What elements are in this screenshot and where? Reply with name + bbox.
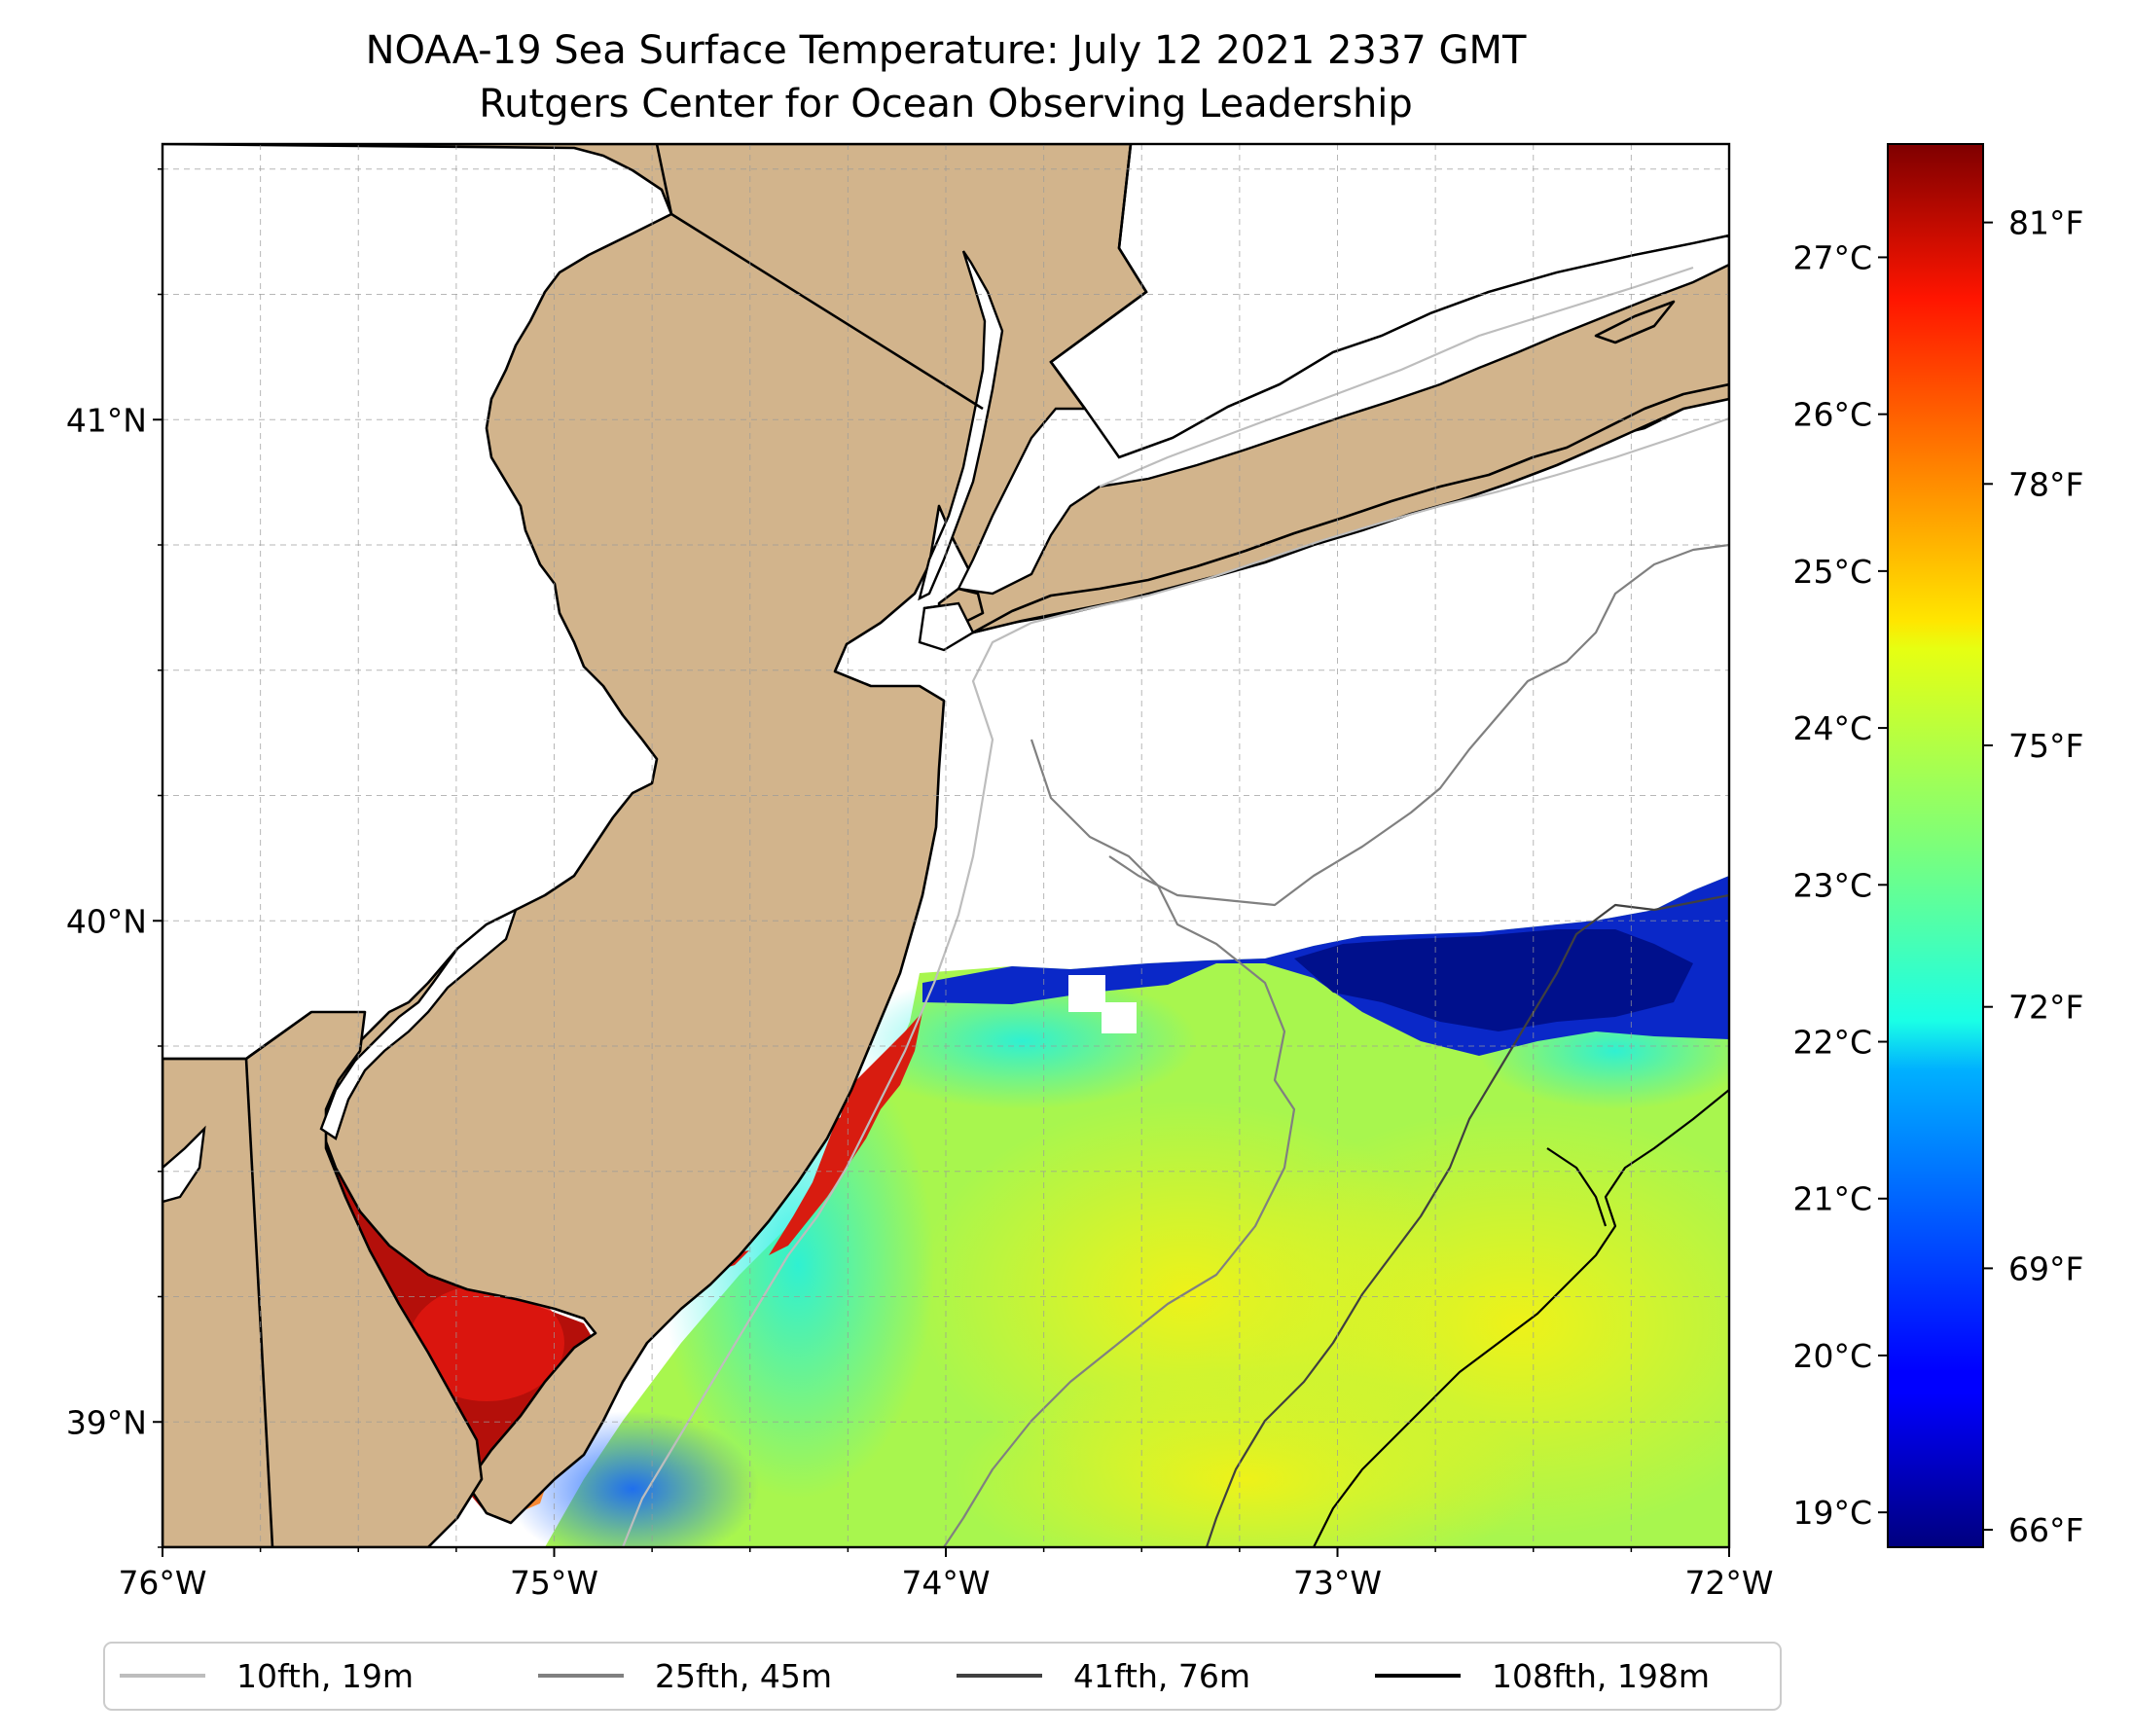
lat-tick-label: 39°N xyxy=(66,1403,147,1441)
celsius-tick-label: 21°C xyxy=(1792,1180,1872,1218)
legend-label: 25fth, 45m xyxy=(655,1657,832,1695)
contour-25fth-east xyxy=(1108,543,1729,907)
legend-label: 108fth, 198m xyxy=(1492,1657,1710,1695)
hudson-river xyxy=(918,250,1004,601)
fahrenheit-tick-label: 81°F xyxy=(2008,204,2083,242)
state-boundaries xyxy=(163,144,1148,1547)
sst-very-cold-core xyxy=(1294,929,1693,1031)
land-delaware-maryland xyxy=(163,1010,484,1547)
land-north-fork xyxy=(1594,300,1676,344)
celsius-tick-label: 19°C xyxy=(1792,1494,1872,1532)
contour-25fth xyxy=(943,739,1296,1547)
legend-items: 10fth, 19m 25fth, 45m 41fth, 76m 108fth, 19… xyxy=(120,1657,1710,1695)
celsius-tick-label: 22°C xyxy=(1792,1024,1872,1062)
colorbar-ticks: 66°F 69°F 72°F 75°F 78°F 81°F 19°C 20°C 21°C 22°C… xyxy=(1792,204,2083,1549)
colorbar-gradient xyxy=(1887,143,1984,1548)
land-long-island xyxy=(971,382,1729,634)
contour-108fth xyxy=(1313,1089,1729,1547)
boundary-de-md xyxy=(244,1058,274,1547)
contour-41fth xyxy=(1205,893,1729,1547)
delaware-river xyxy=(319,907,519,1140)
contour-legend: 10fth, 19m 25fth, 45m 41fth, 76m 108fth, 19… xyxy=(103,1642,1782,1711)
colorbar: 66°F 69°F 72°F 75°F 78°F 81°F 19°C 20°C 21°C 22°C… xyxy=(1792,143,2083,1549)
cloud-gap-2 xyxy=(1102,1002,1137,1033)
lon-tick-label: 73°W xyxy=(1293,1564,1382,1602)
celsius-tick-label: 27°C xyxy=(1792,238,1872,276)
lat-tick-label: 40°N xyxy=(66,902,147,940)
fahrenheit-tick-label: 66°F xyxy=(2008,1511,2083,1549)
contour-108fth-canyon xyxy=(1546,1147,1608,1227)
lon-tick-label: 76°W xyxy=(118,1564,206,1602)
chesapeake-fragments xyxy=(163,1125,206,1204)
map-axes: 76°W 75°W 74°W 73°W 72°W 39°N 40°N 41°N xyxy=(66,168,1774,1602)
contour-10fth xyxy=(621,416,1729,1547)
boundary-ny-pa xyxy=(655,144,673,215)
fahrenheit-tick-label: 69°F xyxy=(2008,1249,2083,1287)
delaware-bay-hot-core xyxy=(409,1284,564,1401)
boundary-ny-ct xyxy=(1049,144,1148,410)
chart-title-line2: Rutgers Center for Ocean Observing Leade… xyxy=(479,82,1413,127)
sst-warm-patch-south xyxy=(954,1372,1537,1547)
legend-box xyxy=(103,1642,1782,1711)
celsius-tick-label: 24°C xyxy=(1792,709,1872,747)
cloud-gap-1 xyxy=(1068,975,1105,1012)
boundary-nj-ny xyxy=(670,212,984,411)
lon-tick-label: 72°W xyxy=(1684,1564,1773,1602)
legend-label: 10fth, 19m xyxy=(236,1657,414,1695)
celsius-tick-label: 23°C xyxy=(1792,866,1872,904)
barnegat-bay-sst xyxy=(769,1012,922,1255)
lat-tick-label: 41°N xyxy=(66,401,147,439)
celsius-tick-label: 26°C xyxy=(1792,396,1872,434)
fahrenheit-tick-label: 78°F xyxy=(2008,465,2083,503)
map-plot-area xyxy=(163,144,1729,1547)
celsius-tick-label: 25°C xyxy=(1792,553,1872,591)
lon-tick-label: 75°W xyxy=(510,1564,598,1602)
fahrenheit-tick-label: 72°F xyxy=(2008,989,2083,1027)
fahrenheit-tick-label: 75°F xyxy=(2008,727,2083,765)
contour-10fth-sound xyxy=(1099,266,1694,488)
legend-label: 41fth, 76m xyxy=(1073,1657,1250,1695)
celsius-tick-label: 20°C xyxy=(1792,1337,1872,1375)
long-island-sound xyxy=(957,234,1729,596)
bathymetry-contours xyxy=(621,266,1729,1547)
gridlines xyxy=(163,144,1729,1547)
chart-title-line1: NOAA-19 Sea Surface Temperature: July 12… xyxy=(366,28,1527,73)
lon-tick-label: 74°W xyxy=(901,1564,990,1602)
